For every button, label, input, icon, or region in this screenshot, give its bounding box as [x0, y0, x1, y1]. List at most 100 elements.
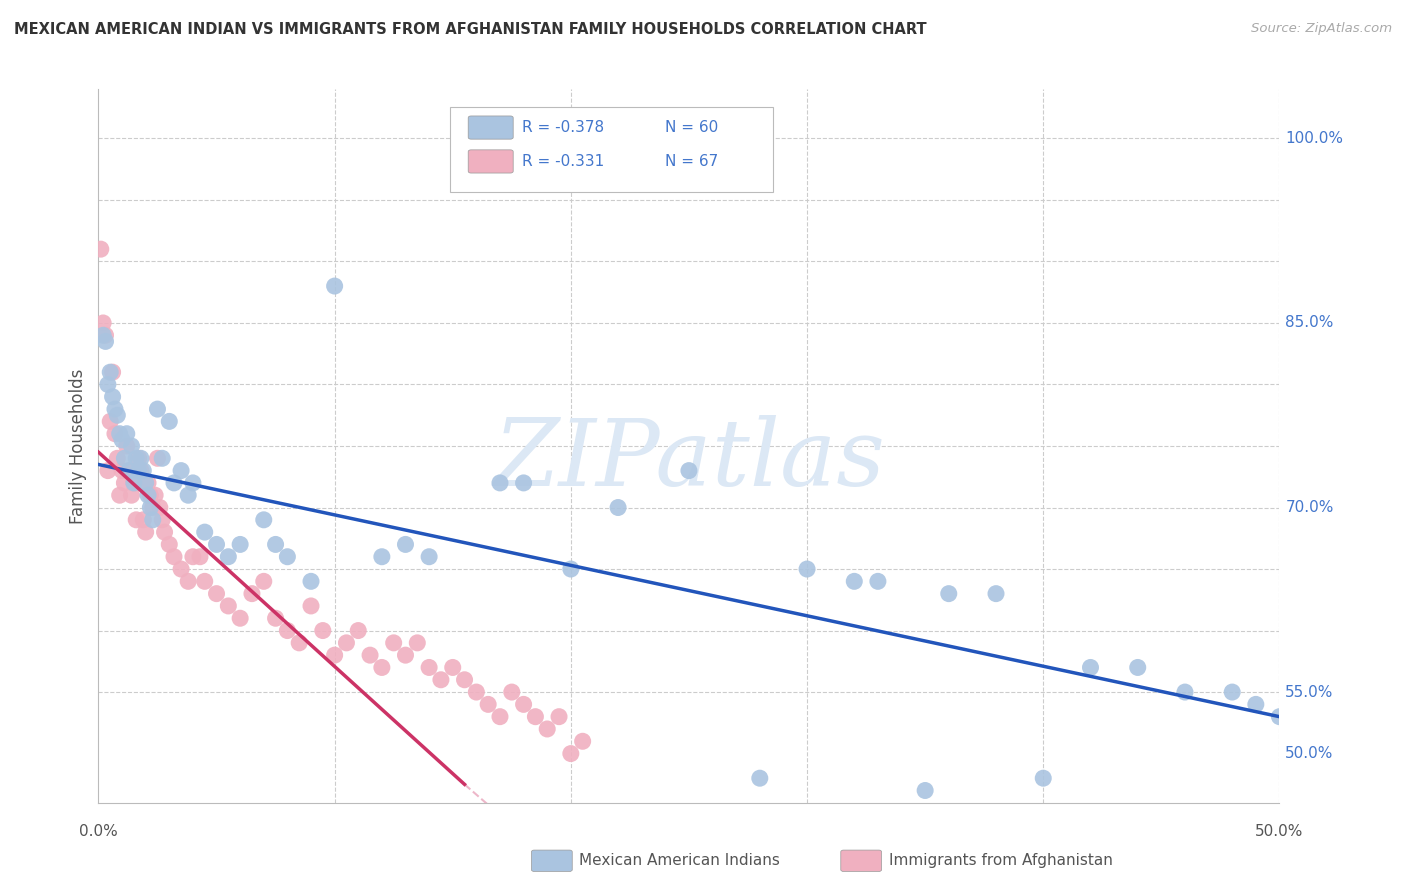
Point — [149, 500, 172, 515]
Point — [217, 549, 239, 564]
Point — [489, 709, 512, 723]
Point — [1032, 771, 1054, 785]
Point — [91, 316, 114, 330]
Point — [105, 409, 128, 423]
Point — [205, 537, 228, 551]
Point — [264, 537, 287, 551]
Point — [914, 783, 936, 797]
Point — [1220, 685, 1243, 699]
Point — [299, 599, 322, 613]
Point — [136, 488, 159, 502]
Point — [253, 574, 276, 589]
Point — [150, 513, 173, 527]
Point — [394, 648, 416, 662]
Point — [153, 525, 176, 540]
Point — [371, 660, 394, 674]
Point — [501, 685, 523, 699]
Text: 50.0%: 50.0% — [1256, 824, 1303, 839]
Point — [170, 562, 193, 576]
Point — [844, 574, 866, 589]
Point — [264, 611, 287, 625]
Text: MEXICAN AMERICAN INDIAN VS IMMIGRANTS FROM AFGHANISTAN FAMILY HOUSEHOLDS CORRELA: MEXICAN AMERICAN INDIAN VS IMMIGRANTS FR… — [14, 22, 927, 37]
Point — [108, 426, 131, 441]
Point — [121, 488, 143, 502]
Point — [489, 475, 512, 490]
Point — [1244, 698, 1267, 712]
Point — [984, 587, 1007, 601]
Point — [253, 513, 276, 527]
Point — [477, 698, 499, 712]
Point — [371, 549, 394, 564]
Text: N = 67: N = 67 — [665, 154, 718, 169]
Point — [142, 500, 165, 515]
Point — [299, 574, 322, 589]
Text: 85.0%: 85.0% — [1285, 316, 1334, 330]
Point — [136, 475, 159, 490]
Point — [90, 242, 112, 256]
Point — [347, 624, 370, 638]
Point — [188, 549, 211, 564]
Point — [91, 328, 114, 343]
Y-axis label: Family Households: Family Households — [69, 368, 87, 524]
Point — [128, 464, 150, 478]
Point — [157, 414, 180, 428]
Point — [276, 549, 298, 564]
Text: ZIPatlas: ZIPatlas — [494, 416, 884, 505]
Point — [139, 488, 162, 502]
Point — [97, 464, 120, 478]
Point — [1268, 709, 1291, 723]
Point — [129, 451, 152, 466]
Point — [194, 525, 217, 540]
Point — [98, 365, 121, 379]
Point — [1126, 660, 1149, 674]
Point — [121, 439, 143, 453]
Point — [181, 549, 204, 564]
Point — [335, 636, 357, 650]
Point — [217, 599, 239, 613]
Point — [118, 464, 141, 478]
Point — [536, 722, 558, 736]
Text: 0.0%: 0.0% — [79, 824, 118, 839]
Point — [678, 464, 700, 478]
Point — [430, 673, 453, 687]
Point — [312, 624, 335, 638]
Point — [418, 660, 440, 674]
Point — [150, 451, 173, 466]
Text: Immigrants from Afghanistan: Immigrants from Afghanistan — [889, 854, 1112, 868]
Point — [111, 433, 134, 447]
Point — [111, 464, 134, 478]
Text: N = 60: N = 60 — [665, 120, 718, 135]
Point — [94, 334, 117, 349]
Point — [1080, 660, 1102, 674]
Point — [101, 365, 124, 379]
Point — [560, 562, 582, 576]
Point — [163, 549, 186, 564]
Point — [323, 279, 346, 293]
Point — [132, 513, 155, 527]
Point — [177, 574, 200, 589]
Point — [240, 587, 263, 601]
Point — [441, 660, 464, 674]
Point — [177, 488, 200, 502]
Point — [98, 414, 121, 428]
Point — [139, 500, 162, 515]
Point — [1174, 685, 1197, 699]
Point — [748, 771, 770, 785]
Point — [122, 475, 145, 490]
Point — [112, 475, 135, 490]
Point — [938, 587, 960, 601]
Point — [128, 451, 150, 466]
Point — [118, 464, 141, 478]
Point — [97, 377, 120, 392]
Point — [157, 537, 180, 551]
Point — [229, 611, 252, 625]
Point — [418, 549, 440, 564]
Point — [143, 488, 166, 502]
Point — [276, 624, 298, 638]
Point — [359, 648, 381, 662]
Point — [163, 475, 186, 490]
Point — [382, 636, 405, 650]
Point — [548, 709, 571, 723]
Text: R = -0.331: R = -0.331 — [522, 154, 603, 169]
Point — [135, 475, 157, 490]
